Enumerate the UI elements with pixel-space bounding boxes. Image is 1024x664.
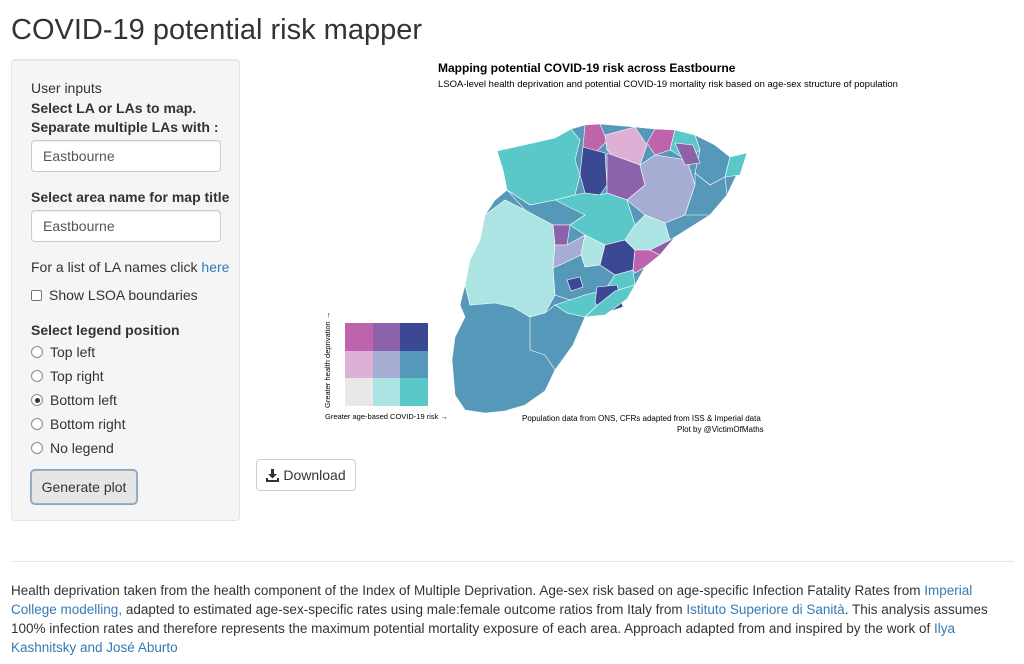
radio-label-bottom-left: Bottom left bbox=[50, 392, 117, 408]
map-area-s5 bbox=[529, 304, 586, 371]
legend-cell-1-1 bbox=[372, 350, 401, 379]
map-area-e3 bbox=[684, 172, 728, 216]
legend-option-top-left[interactable]: Top left bbox=[31, 344, 95, 360]
map-area-c1 bbox=[582, 123, 608, 154]
footer-text-3: . This analysis assumes 100% infection r… bbox=[11, 602, 988, 636]
radio-bottom-right[interactable] bbox=[31, 418, 43, 430]
show-lsoa-row[interactable]: Show LSOA boundaries bbox=[31, 287, 198, 303]
area-name-input[interactable] bbox=[31, 210, 221, 242]
bivariate-legend bbox=[345, 323, 428, 406]
user-inputs-heading: User inputs bbox=[31, 80, 102, 96]
legend-option-bottom-right[interactable]: Bottom right bbox=[31, 416, 125, 432]
legend-cell-2-1 bbox=[372, 378, 401, 406]
data-credit: Population data from ONS, CFRs adapted f… bbox=[522, 414, 761, 423]
la-list-link[interactable]: here bbox=[201, 259, 230, 275]
la-label-line2: Separate multiple LAs with : bbox=[31, 119, 219, 135]
download-icon bbox=[266, 468, 280, 482]
download-label: Download bbox=[283, 467, 346, 483]
section-divider bbox=[11, 561, 1014, 562]
iss-link[interactable]: Istituto Superiore di Sanità bbox=[686, 602, 845, 617]
imperial-link[interactable]: Imperial College modelling, bbox=[11, 583, 973, 617]
sidebar-panel: User inputs Select LA or LAs to map. Sep… bbox=[11, 59, 240, 521]
footer-notes: Health deprivation taken from the health… bbox=[11, 581, 1014, 657]
plot-credit: Plot by @VictimOfMaths bbox=[677, 425, 764, 434]
radio-label-top-right: Top right bbox=[50, 368, 104, 384]
footer-text-1: Health deprivation taken from the health… bbox=[11, 583, 925, 598]
legend-cell-1-2 bbox=[400, 350, 428, 379]
choropleth-map bbox=[451, 123, 748, 414]
legend-position-label: Select legend position bbox=[31, 322, 180, 338]
map-area-m8 bbox=[649, 236, 676, 256]
legend-cell-0-2 bbox=[400, 323, 428, 351]
la-input[interactable] bbox=[31, 140, 221, 172]
legend-cell-0-0 bbox=[345, 323, 373, 351]
radio-top-left[interactable] bbox=[31, 346, 43, 358]
kashnitsky-link[interactable]: Ilya Kashnitsky and José Aburto bbox=[11, 621, 956, 655]
map-area-c2 bbox=[579, 146, 608, 196]
plot-subtitle: LSOA-level health deprivation and potent… bbox=[438, 79, 898, 90]
la-label-line1: Select LA or LAs to map. bbox=[31, 100, 197, 116]
legend-y-label: Greater health deprivation → bbox=[323, 311, 332, 408]
legend-option-top-right[interactable]: Top right bbox=[31, 368, 104, 384]
map-area-e2 bbox=[724, 152, 748, 178]
radio-top-right[interactable] bbox=[31, 370, 43, 382]
map-area-nw bbox=[496, 128, 581, 206]
legend-option-no-legend[interactable]: No legend bbox=[31, 440, 114, 456]
download-button[interactable]: Download bbox=[256, 459, 356, 491]
legend-option-bottom-left[interactable]: Bottom left bbox=[31, 392, 117, 408]
plot-title: Mapping potential COVID-19 risk across E… bbox=[438, 61, 736, 75]
radio-label-no-legend: No legend bbox=[50, 440, 114, 456]
radio-label-bottom-right: Bottom right bbox=[50, 416, 126, 432]
map-area-s6 bbox=[584, 284, 636, 318]
show-lsoa-label: Show LSOA boundaries bbox=[49, 287, 198, 303]
legend-cell-2-2 bbox=[400, 378, 428, 406]
area-name-label: Select area name for map title bbox=[31, 189, 230, 205]
generate-plot-button[interactable]: Generate plot bbox=[31, 470, 137, 504]
radio-no-legend[interactable] bbox=[31, 442, 43, 454]
radio-label-top-left: Top left bbox=[50, 344, 96, 360]
la-list-hint-text: For a list of LA names click bbox=[31, 259, 202, 275]
map-area-e4 bbox=[674, 142, 701, 166]
legend-cell-0-1 bbox=[372, 323, 401, 351]
page-title: COVID-19 potential risk mapper bbox=[11, 14, 422, 46]
legend-x-label: Greater age-based COVID-19 risk → bbox=[325, 412, 448, 421]
footer-text-2: adapted to estimated age-sex-specific ra… bbox=[122, 602, 687, 617]
radio-bottom-left[interactable] bbox=[31, 394, 43, 406]
map-area-c7 bbox=[626, 154, 696, 224]
map-area-m7 bbox=[632, 249, 661, 274]
legend-cell-1-0 bbox=[345, 350, 373, 379]
map-area-s4 bbox=[566, 276, 584, 292]
show-lsoa-checkbox[interactable] bbox=[31, 289, 42, 301]
plot-output: Mapping potential COVID-19 risk across E… bbox=[255, 55, 1015, 445]
la-list-hint: For a list of LA names click here bbox=[31, 259, 229, 275]
map-area-m2 bbox=[552, 224, 571, 246]
legend-cell-2-0 bbox=[345, 378, 373, 406]
